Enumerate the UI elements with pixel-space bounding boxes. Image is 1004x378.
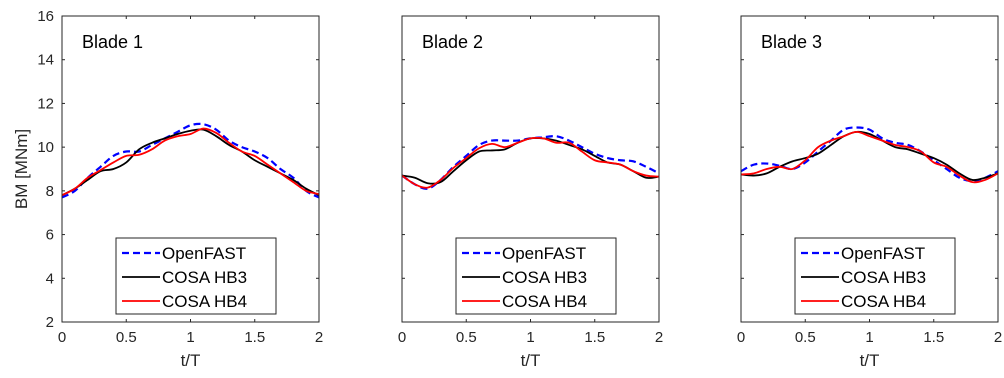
- legend-label: OpenFAST: [502, 244, 586, 263]
- x-tick-label: 0.5: [456, 329, 477, 346]
- y-tick-label: 2: [46, 314, 54, 331]
- series-group: [402, 134, 659, 190]
- x-axis-label: t/T: [181, 351, 201, 370]
- y-tick-label: 14: [37, 52, 54, 69]
- legend-label: COSA HB3: [841, 268, 926, 287]
- legend: OpenFAST COSA HB3 COSA HB4: [115, 237, 277, 315]
- x-tick-label: 1.5: [923, 329, 944, 346]
- panel-title: Blade 1: [82, 32, 143, 52]
- x-axis-label: t/T: [521, 351, 541, 370]
- legend-label: COSA HB4: [162, 292, 247, 311]
- x-tick-label: 0: [58, 329, 66, 346]
- legend-label: COSA HB3: [162, 268, 247, 287]
- y-tick-label: 10: [37, 139, 54, 156]
- series-line-cosa-hb4: [402, 136, 659, 189]
- x-tick-label: 2: [994, 329, 1002, 346]
- x-tick-label: 1: [526, 329, 534, 346]
- legend-label: COSA HB3: [502, 268, 587, 287]
- x-tick-label: 1.5: [244, 329, 265, 346]
- legend-label: COSA HB4: [502, 292, 587, 311]
- y-tick-label: 12: [37, 95, 54, 112]
- y-tick-label: 8: [46, 183, 54, 200]
- legend-label: OpenFAST: [162, 244, 246, 263]
- y-tick-label: 4: [46, 270, 54, 287]
- series-line-cosa-hb3: [741, 130, 998, 181]
- panel-title: Blade 2: [422, 32, 483, 52]
- legend-label: OpenFAST: [841, 244, 925, 263]
- legend-label: COSA HB4: [841, 292, 926, 311]
- panel-2: 0 0.5 1 1.5 2 Blade 2 t/T OpenFAST COSA HB3 COSA …: [398, 15, 663, 370]
- panel-3: 0 0.5 1 1.5 2 Blade 3 t/T OpenFAST COSA HB3 COSA …: [737, 15, 1002, 370]
- x-tick-label: 1: [865, 329, 873, 346]
- y-tick-label: 16: [37, 8, 54, 25]
- series-group: [62, 122, 319, 199]
- x-tick-label: 1: [186, 329, 194, 346]
- panel-title: Blade 3: [761, 32, 822, 52]
- y-axis-label: BM [MNm]: [12, 129, 31, 209]
- x-tick-label: 1.5: [584, 329, 605, 346]
- series-line-cosa-hb4: [741, 130, 998, 184]
- y-tick-label: 6: [46, 227, 54, 244]
- x-axis-label: t/T: [860, 351, 880, 370]
- x-tick-label: 2: [655, 329, 663, 346]
- legend: OpenFAST COSA HB3 COSA HB4: [794, 237, 956, 315]
- x-tick-label: 2: [315, 329, 323, 346]
- x-tick-label: 0: [398, 329, 406, 346]
- legend: OpenFAST COSA HB3 COSA HB4: [455, 237, 617, 315]
- x-tick-label: 0.5: [116, 329, 137, 346]
- x-tick-label: 0.5: [795, 329, 816, 346]
- series-line-cosa-hb4: [62, 127, 319, 197]
- x-tick-label: 0: [737, 329, 745, 346]
- series-group: [741, 126, 998, 184]
- panel-1: 0 0.5 1 1.5 2 2 4 6 8 10 12 14 16 Blade 1 t/T OpenFAST C…: [37, 8, 323, 370]
